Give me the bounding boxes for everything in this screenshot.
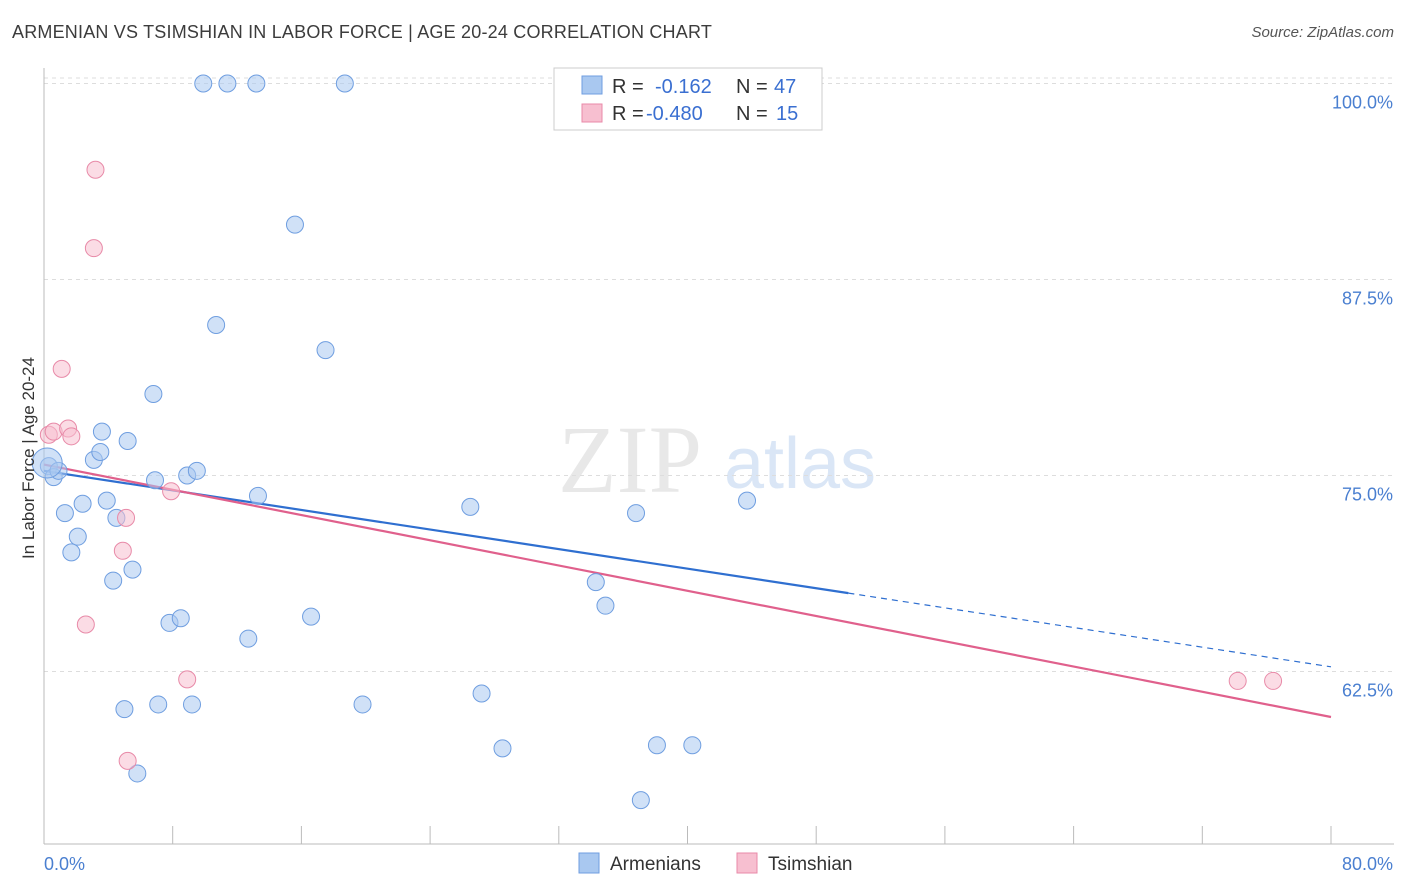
point-armenians — [631, 791, 650, 810]
legend-n-label: N = — [736, 76, 768, 98]
x-tick-label-min: 0.0% — [44, 854, 85, 874]
point-armenians — [738, 491, 757, 510]
point-armenians — [187, 461, 206, 480]
point-armenians — [91, 443, 110, 461]
point-armenians — [248, 486, 267, 505]
watermark-zip: ZIP — [558, 406, 702, 513]
point-armenians — [472, 684, 491, 703]
point-armenians — [123, 560, 142, 579]
series-legend-swatch-armenians — [578, 852, 600, 874]
legend-r-value: -0.162 — [655, 76, 712, 98]
point-armenians — [104, 571, 123, 590]
point-armenians — [128, 764, 147, 783]
trend-line-tsimshian — [43, 463, 1332, 719]
point-armenians — [68, 527, 87, 546]
point-armenians — [183, 695, 202, 714]
trend-line-extension-armenians — [848, 592, 1332, 668]
point-armenians — [31, 447, 63, 479]
legend-swatch-armenians — [581, 75, 603, 95]
point-tsimshian — [76, 615, 95, 634]
series-legend-swatch-tsimshian — [736, 852, 758, 874]
y-axis-label: In Labor Force | Age 20-24 — [19, 357, 38, 559]
point-armenians — [73, 494, 92, 513]
point-armenians — [144, 384, 163, 403]
chart-title: ARMENIAN VS TSIMSHIAN IN LABOR FORCE | A… — [12, 22, 713, 42]
point-armenians — [247, 74, 266, 93]
point-armenians — [335, 74, 354, 93]
legend-r-value: -0.480 — [646, 103, 703, 125]
point-tsimshian — [162, 482, 181, 501]
point-armenians — [171, 609, 190, 628]
data-points — [31, 74, 1283, 810]
point-tsimshian — [86, 160, 105, 179]
point-armenians — [118, 432, 137, 451]
point-armenians — [316, 341, 335, 360]
x-tick-label-max: 80.0% — [1342, 854, 1393, 874]
point-armenians — [115, 700, 134, 719]
y-tick-label: 75.0% — [1342, 485, 1393, 505]
point-tsimshian — [178, 670, 197, 689]
point-armenians — [596, 596, 615, 615]
point-tsimshian — [62, 427, 81, 446]
point-armenians — [683, 736, 702, 755]
point-armenians — [194, 74, 213, 93]
y-tick-label: 87.5% — [1342, 289, 1393, 309]
point-armenians — [92, 422, 111, 441]
point-armenians — [586, 573, 605, 592]
legend-n-value: 47 — [774, 76, 796, 98]
point-armenians — [302, 607, 321, 626]
point-armenians — [207, 315, 226, 334]
y-tick-label: 62.5% — [1342, 681, 1393, 701]
point-armenians — [97, 491, 116, 510]
point-armenians — [285, 215, 304, 234]
grid-lines — [44, 77, 1394, 673]
axes — [43, 68, 1394, 845]
legend-n-value: 15 — [776, 103, 798, 125]
point-armenians — [627, 504, 646, 523]
legend-swatch-tsimshian — [581, 103, 603, 123]
point-tsimshian — [118, 751, 137, 770]
point-armenians — [146, 471, 165, 490]
series-legend-label-armenians: Armenians — [610, 854, 701, 875]
series-legend: Armenians Tsimshian — [578, 852, 852, 875]
point-tsimshian — [52, 359, 71, 378]
point-armenians — [55, 504, 74, 523]
watermark: ZIP atlas — [558, 406, 876, 513]
point-tsimshian — [1264, 671, 1283, 690]
series-legend-label-tsimshian: Tsimshian — [768, 854, 852, 875]
point-tsimshian — [113, 541, 132, 560]
point-armenians — [353, 695, 372, 714]
legend-n-label: N = — [736, 103, 768, 125]
y-tick-label: 100.0% — [1332, 93, 1393, 113]
point-armenians — [62, 543, 81, 562]
point-armenians — [239, 629, 258, 648]
point-armenians — [647, 736, 666, 755]
legend-r-label: R = — [612, 76, 644, 98]
point-tsimshian — [84, 239, 103, 258]
stats-legend: R = -0.162 N = 47 R = -0.480 N = 15 — [553, 67, 823, 131]
y-tick-labels: 62.5% 75.0% 87.5% 100.0% — [1332, 93, 1393, 701]
point-tsimshian — [1228, 671, 1247, 690]
legend-r-label: R = — [612, 103, 644, 125]
point-tsimshian — [117, 508, 136, 527]
watermark-atlas: atlas — [724, 424, 876, 504]
point-armenians — [461, 497, 480, 516]
chart-source: Source: ZipAtlas.com — [1251, 24, 1394, 41]
point-armenians — [493, 739, 512, 758]
point-armenians — [218, 74, 237, 93]
point-armenians — [149, 695, 168, 714]
